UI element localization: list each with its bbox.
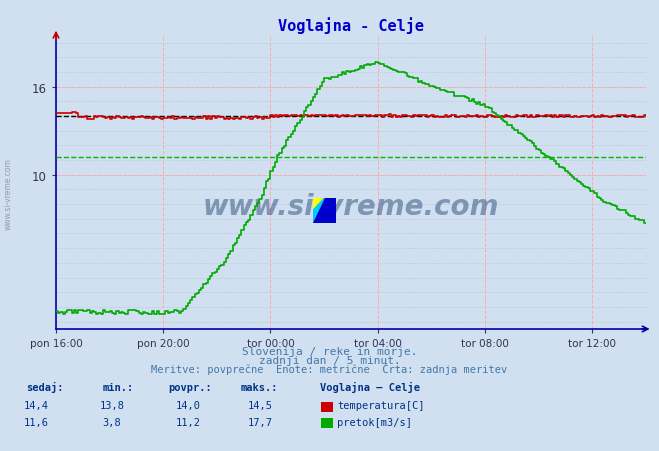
Text: pretok[m3/s]: pretok[m3/s] — [337, 417, 413, 427]
Text: zadnji dan / 5 minut.: zadnji dan / 5 minut. — [258, 355, 401, 365]
Text: 17,7: 17,7 — [248, 417, 273, 427]
Text: 14,0: 14,0 — [175, 400, 200, 410]
Text: maks.:: maks.: — [241, 382, 278, 392]
Text: Slovenija / reke in morje.: Slovenija / reke in morje. — [242, 346, 417, 356]
Text: 11,6: 11,6 — [24, 417, 49, 427]
Text: 11,2: 11,2 — [175, 417, 200, 427]
Text: Voglajna – Celje: Voglajna – Celje — [320, 381, 420, 392]
Title: Voglajna - Celje: Voglajna - Celje — [278, 17, 424, 33]
Text: www.si-vreme.com: www.si-vreme.com — [203, 192, 499, 220]
Text: 13,8: 13,8 — [100, 400, 125, 410]
Text: 14,5: 14,5 — [248, 400, 273, 410]
Text: sedaj:: sedaj: — [26, 381, 64, 392]
Text: temperatura[C]: temperatura[C] — [337, 400, 425, 410]
Text: www.si-vreme.com: www.si-vreme.com — [3, 158, 13, 230]
Polygon shape — [313, 198, 336, 223]
Text: 3,8: 3,8 — [103, 417, 121, 427]
Text: Meritve: povprečne  Enote: metrične  Črta: zadnja meritev: Meritve: povprečne Enote: metrične Črta:… — [152, 362, 507, 374]
Text: min.:: min.: — [102, 382, 133, 392]
Polygon shape — [313, 198, 325, 211]
Text: povpr.:: povpr.: — [168, 382, 212, 392]
Text: 14,4: 14,4 — [24, 400, 49, 410]
Polygon shape — [313, 198, 336, 223]
